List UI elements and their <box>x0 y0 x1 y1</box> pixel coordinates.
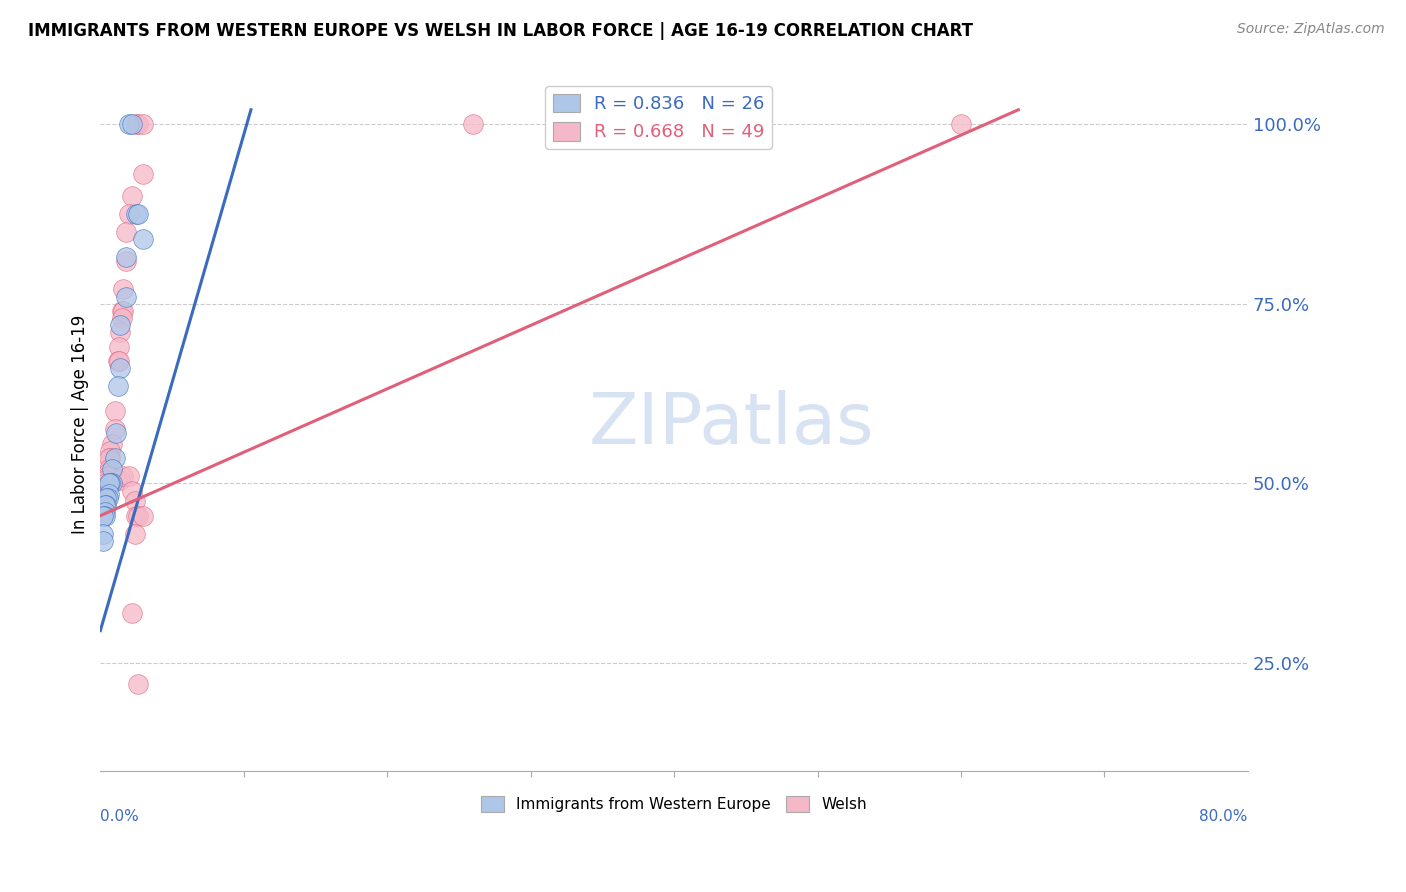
Point <box>118 117 141 131</box>
Point <box>94 498 117 512</box>
Point <box>112 282 135 296</box>
Point <box>91 508 114 523</box>
Point <box>94 476 117 491</box>
Point <box>107 354 129 368</box>
Point <box>94 491 117 505</box>
Point <box>110 326 132 340</box>
Point <box>463 117 485 131</box>
Text: ZIPatlas: ZIPatlas <box>589 390 875 458</box>
Point <box>91 526 114 541</box>
Point <box>97 462 120 476</box>
Point <box>101 476 124 491</box>
Point <box>101 437 124 451</box>
Text: 0.0%: 0.0% <box>100 809 139 824</box>
Point <box>115 250 138 264</box>
Y-axis label: In Labor Force | Age 16-19: In Labor Force | Age 16-19 <box>72 315 89 533</box>
Point <box>96 469 118 483</box>
Point <box>100 444 122 458</box>
Point <box>91 487 114 501</box>
Point <box>121 606 143 620</box>
Point <box>96 491 118 505</box>
Point <box>121 483 143 498</box>
Point <box>90 498 112 512</box>
Point <box>121 117 143 131</box>
Point <box>108 340 131 354</box>
Legend: Immigrants from Western Europe, Welsh: Immigrants from Western Europe, Welsh <box>475 790 873 819</box>
Point <box>111 311 134 326</box>
Point <box>125 508 148 523</box>
Point <box>110 318 132 333</box>
Point <box>105 425 128 440</box>
Point <box>127 117 149 131</box>
Point <box>104 451 127 466</box>
Point <box>124 494 146 508</box>
Point <box>90 491 112 505</box>
Point <box>97 476 120 491</box>
Point <box>90 494 112 508</box>
Point <box>125 117 148 131</box>
Point <box>91 533 114 548</box>
Point <box>125 207 148 221</box>
Point <box>97 487 120 501</box>
Point <box>132 232 155 246</box>
Point <box>112 304 135 318</box>
Point <box>110 361 132 376</box>
Point <box>97 451 120 466</box>
Point <box>132 508 155 523</box>
Point <box>127 207 149 221</box>
Point <box>132 168 155 182</box>
Point <box>124 526 146 541</box>
Point <box>94 473 117 487</box>
Point <box>115 225 138 239</box>
Point <box>949 117 972 131</box>
Point <box>96 466 118 480</box>
Point <box>104 422 127 436</box>
Point <box>107 379 129 393</box>
Point <box>118 469 141 483</box>
Point <box>93 483 115 498</box>
Point <box>115 289 138 303</box>
Point <box>115 253 138 268</box>
Point <box>127 508 149 523</box>
Point <box>121 189 143 203</box>
Point <box>100 476 122 491</box>
Text: Source: ZipAtlas.com: Source: ZipAtlas.com <box>1237 22 1385 37</box>
Point <box>110 473 132 487</box>
Point <box>93 508 115 523</box>
Point <box>108 354 131 368</box>
Point <box>100 451 122 466</box>
Point <box>132 117 155 131</box>
Point <box>112 469 135 483</box>
Text: 80.0%: 80.0% <box>1199 809 1249 824</box>
Point <box>93 480 115 494</box>
Point <box>101 462 124 476</box>
Point <box>93 498 115 512</box>
Point <box>91 491 114 505</box>
Point <box>91 483 114 498</box>
Point <box>94 480 117 494</box>
Point <box>104 404 127 418</box>
Point <box>576 117 599 131</box>
Point <box>118 207 141 221</box>
Point <box>127 677 149 691</box>
Point <box>93 505 115 519</box>
Text: IMMIGRANTS FROM WESTERN EUROPE VS WELSH IN LABOR FORCE | AGE 16-19 CORRELATION C: IMMIGRANTS FROM WESTERN EUROPE VS WELSH … <box>28 22 973 40</box>
Point <box>111 304 134 318</box>
